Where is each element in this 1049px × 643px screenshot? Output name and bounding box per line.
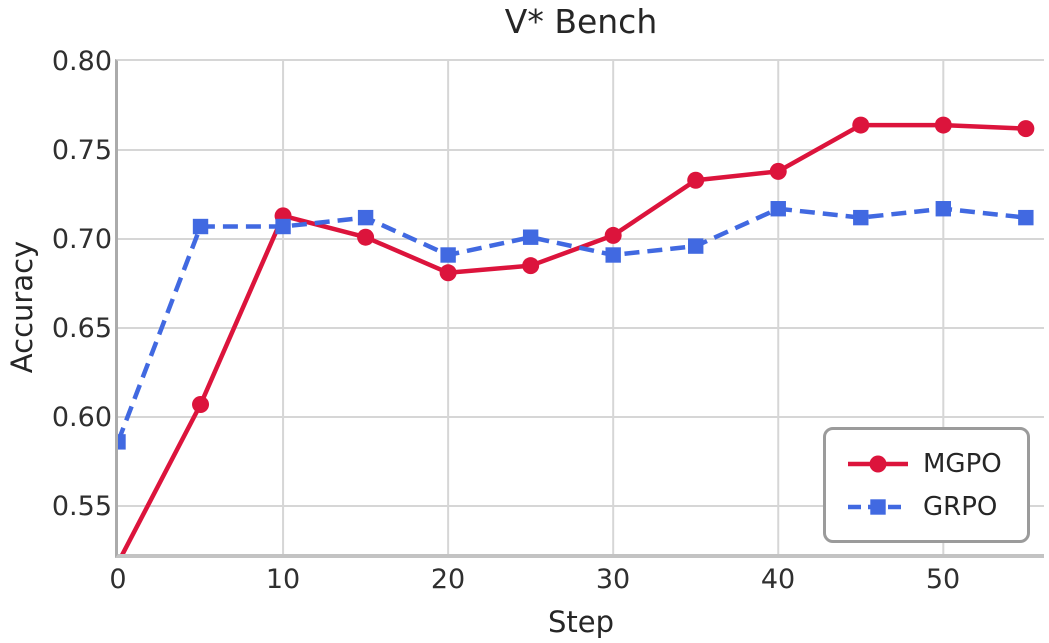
x-axis-label: Step — [547, 605, 615, 639]
y-tick-label: 0.75 — [51, 135, 112, 166]
x-tick-label: 0 — [109, 564, 127, 595]
mgpo-data-point — [852, 116, 870, 134]
legend: MGPO GRPO — [823, 427, 1030, 543]
grpo-data-point — [688, 238, 704, 254]
grpo-data-point — [522, 229, 539, 245]
mgpo-data-point — [357, 228, 375, 246]
mgpo-data-point — [934, 116, 952, 134]
series-line-mgpo — [120, 122, 1026, 554]
grpo-line-sample-icon — [848, 498, 908, 515]
y-tick-label: 0.55 — [51, 491, 112, 522]
mgpo-data-point — [522, 257, 540, 275]
y-tick-label: 0.60 — [51, 402, 112, 433]
y-tick-label: 0.70 — [51, 224, 112, 255]
legend-label-grpo: GRPO — [923, 491, 998, 522]
legend-label-mgpo: MGPO — [923, 448, 1002, 479]
mgpo-data-point — [1017, 120, 1035, 138]
mgpo-line-sample-icon — [848, 455, 908, 472]
x-tick-label: 40 — [760, 564, 796, 595]
grpo-data-point — [357, 209, 374, 226]
x-tick-label: 20 — [430, 564, 466, 595]
chart-title: V* Bench — [504, 2, 658, 41]
y-tick-label: 0.65 — [51, 313, 112, 344]
grpo-data-point — [118, 434, 126, 450]
mgpo-data-point — [439, 264, 457, 282]
grpo-data-point — [440, 247, 456, 263]
grpo-data-point — [853, 209, 869, 226]
grpo-data-point — [1018, 209, 1034, 226]
y-tick-label: 0.80 — [51, 46, 112, 77]
legend-item-mgpo: MGPO — [846, 449, 1027, 479]
mgpo-data-point — [769, 162, 787, 180]
mgpo-data-point — [604, 226, 622, 244]
grpo-data-point — [935, 201, 952, 217]
y-axis-label: Accuracy — [5, 240, 39, 374]
grpo-data-point — [605, 247, 621, 263]
grpo-data-point — [275, 218, 291, 235]
mgpo-data-point — [192, 395, 210, 413]
plot-area — [115, 59, 1044, 558]
x-tick-label: 30 — [595, 564, 631, 595]
legend-item-grpo: GRPO — [846, 492, 1027, 522]
x-tick-label: 50 — [925, 564, 961, 595]
series-line-grpo — [118, 206, 1027, 443]
grpo-data-point — [770, 201, 786, 217]
mgpo-data-point — [687, 171, 705, 189]
grpo-data-point — [192, 218, 209, 235]
x-tick-label: 10 — [265, 564, 301, 595]
